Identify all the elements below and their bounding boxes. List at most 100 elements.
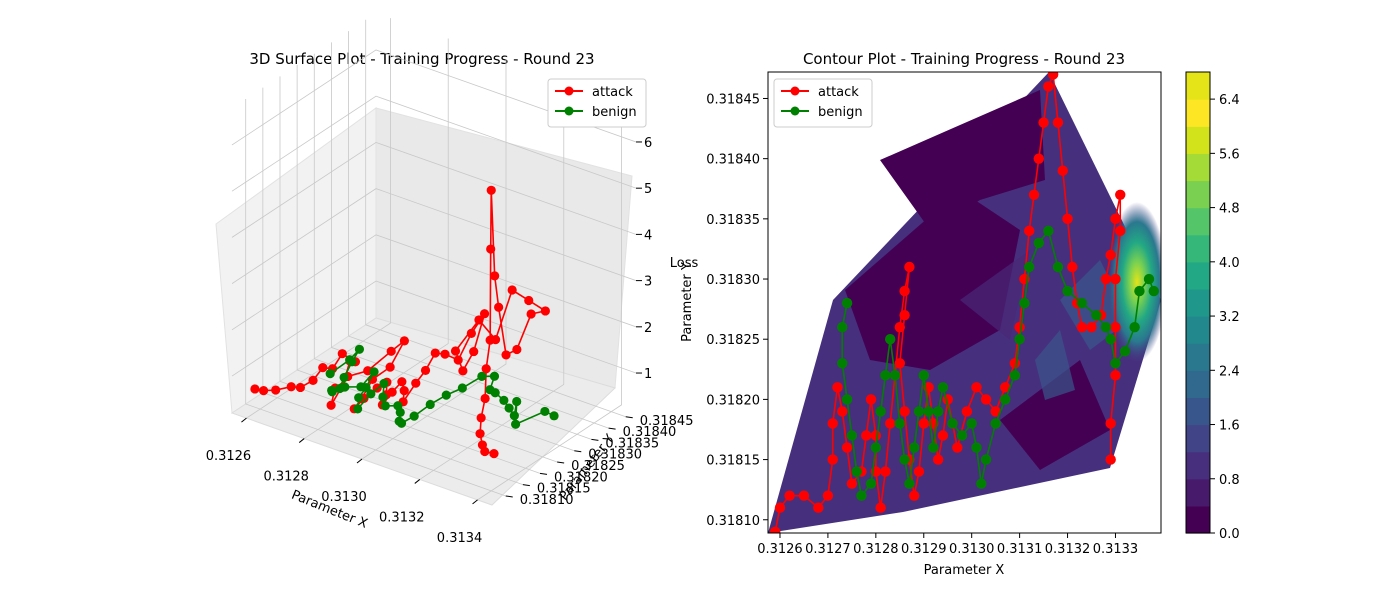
contour-point-benign <box>1110 358 1121 369</box>
point-benign <box>512 396 522 407</box>
contour-point-benign <box>923 406 934 417</box>
point-attack <box>411 378 421 388</box>
point-attack <box>474 315 484 325</box>
contour-point-attack <box>841 442 853 453</box>
contour-x-tick-label: 0.3131 <box>997 542 1043 557</box>
contour-point-attack <box>899 285 910 297</box>
colorbar-band <box>1186 207 1210 236</box>
contour-point-benign <box>913 406 925 417</box>
y-gridline <box>348 31 609 429</box>
point-benign <box>511 419 521 429</box>
contour-y-tick-label: 0.31810 <box>706 514 760 529</box>
contour-point-benign <box>851 466 862 477</box>
contour-x-tick-label: 0.3128 <box>853 542 899 557</box>
contour-point-attack <box>1000 382 1011 393</box>
contour-point-benign <box>1052 261 1064 273</box>
point-attack <box>526 309 536 319</box>
x-tick-label: 0.3126 <box>206 449 252 464</box>
point-benign <box>325 369 335 379</box>
contour-point-benign <box>856 490 867 501</box>
point-benign <box>489 371 500 381</box>
contour-fill <box>768 72 1161 533</box>
point-benign <box>327 385 337 396</box>
contour-point-attack <box>1105 454 1116 465</box>
point-attack <box>512 344 522 355</box>
point-attack <box>490 271 500 281</box>
point-attack <box>295 382 306 393</box>
contour-point-attack <box>870 430 882 441</box>
z-tick-label: 1 <box>644 367 652 382</box>
contour-point-benign <box>1148 285 1160 297</box>
point-benign <box>361 382 371 393</box>
contour-point-attack <box>952 442 963 453</box>
contour-point-attack <box>908 490 920 501</box>
point-benign <box>457 383 467 393</box>
colorbar-band <box>1186 424 1210 453</box>
z-tick-label: 3 <box>644 275 652 290</box>
x-tick-mark <box>298 438 305 443</box>
contour-point-benign <box>1105 334 1116 345</box>
point-attack <box>420 365 431 376</box>
legend2-attack-label: attack <box>818 85 859 100</box>
y-tick-label: 0.31830 <box>588 448 642 463</box>
contour-point-attack <box>774 502 786 513</box>
point-attack <box>489 449 499 459</box>
contour-point-attack <box>813 502 824 513</box>
point-attack <box>308 375 318 385</box>
contour-point-attack <box>1110 370 1121 381</box>
contour-point-attack <box>837 406 848 417</box>
contour-point-attack <box>885 418 896 429</box>
point-benign <box>354 344 365 354</box>
point-attack <box>326 400 336 410</box>
contour-ticks: 0.3126 0.3127 0.3128 0.3129 0.3130 0.3131 0.31… <box>706 92 1138 557</box>
contour-point-benign <box>966 418 977 429</box>
plot3d-zlabel: Loss <box>670 256 699 271</box>
contour-point-attack <box>1067 261 1078 273</box>
point-attack <box>399 386 409 396</box>
z-tick-label: 4 <box>644 228 652 243</box>
colorbar-band <box>1186 478 1210 507</box>
contour-point-attack <box>861 430 872 441</box>
contour-point-attack <box>899 406 910 417</box>
contour-point-attack <box>798 490 810 501</box>
contour-point-attack <box>1052 117 1064 128</box>
y-gridline <box>245 98 506 497</box>
y-tick-label: 0.31810 <box>520 493 574 508</box>
contour-point-benign <box>841 297 853 309</box>
point-attack <box>271 385 281 395</box>
point-attack <box>469 346 479 357</box>
point-benign <box>499 395 509 406</box>
point-attack <box>250 384 260 394</box>
point-benign <box>509 411 519 421</box>
contour-point-benign <box>928 442 939 453</box>
x-tick-label: 0.3132 <box>379 510 425 525</box>
point-attack <box>507 285 517 295</box>
contour-point-benign <box>1014 334 1025 345</box>
contour-point-benign <box>865 478 877 489</box>
y-gridline <box>365 19 626 418</box>
contour-point-attack <box>1043 81 1054 92</box>
point-benign <box>347 357 357 367</box>
legend-benign-marker <box>564 106 574 116</box>
contour-point-attack <box>1033 153 1044 164</box>
y-tick-label: 0.31820 <box>554 470 608 485</box>
point-attack <box>486 185 496 195</box>
point-attack <box>494 302 504 312</box>
legend-benign-label: benign <box>592 105 637 120</box>
contour-mid-region-3 <box>960 250 1030 340</box>
colorbar-frame <box>1185 71 1211 534</box>
contour-point-attack <box>980 394 992 405</box>
contour-point-attack <box>1115 225 1126 237</box>
contour-point-benign <box>904 478 915 489</box>
point-attack <box>450 346 461 356</box>
point-benign <box>340 382 350 392</box>
contour-point-attack <box>971 382 982 393</box>
contour-point-benign <box>1091 309 1102 321</box>
point-benign <box>354 393 364 403</box>
contour-x-tick-label: 0.3127 <box>805 542 851 557</box>
contour-point-benign <box>894 418 905 429</box>
point-attack <box>479 309 490 319</box>
contour-point-benign <box>1129 321 1140 333</box>
contour-point-benign <box>980 454 992 465</box>
colorbar-tick-label: 0.8 <box>1219 473 1240 488</box>
